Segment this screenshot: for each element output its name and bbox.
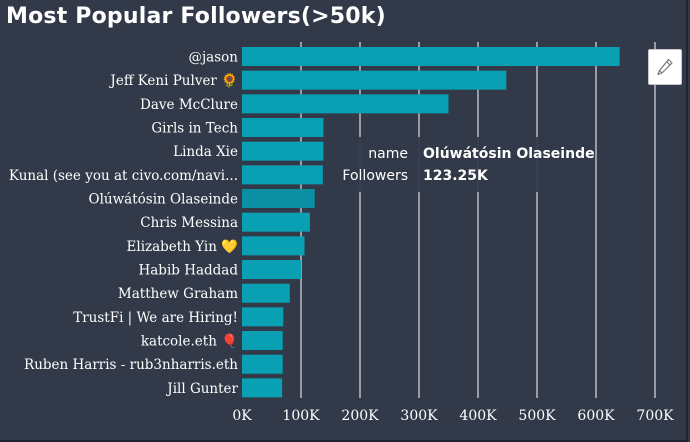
bar[interactable] bbox=[242, 118, 324, 138]
bars bbox=[242, 47, 620, 398]
category-label: katcole.eth 🎈 bbox=[141, 333, 238, 350]
bar[interactable] bbox=[242, 354, 283, 374]
bar[interactable] bbox=[242, 236, 305, 256]
pencil-icon bbox=[657, 58, 673, 76]
category-label: Matthew Graham bbox=[118, 286, 238, 302]
category-label: Elizabeth Yin 💛 bbox=[127, 239, 239, 255]
category-label: TrustFi | We are Hiring! bbox=[73, 310, 238, 326]
chart-title: Most Popular Followers(>50k) bbox=[6, 4, 386, 29]
bar[interactable] bbox=[242, 165, 323, 185]
tooltip: name Olúwátósin Olaseinde Followers 123.… bbox=[328, 137, 595, 192]
category-label: Girls in Tech bbox=[151, 121, 238, 137]
x-tick-label: 100K bbox=[282, 408, 320, 424]
bar[interactable] bbox=[242, 47, 620, 66]
bar[interactable] bbox=[242, 331, 283, 351]
bar[interactable] bbox=[242, 378, 283, 398]
category-label: Chris Messina bbox=[140, 215, 238, 231]
bar[interactable] bbox=[242, 212, 310, 232]
tooltip-name-key: name bbox=[368, 146, 408, 162]
category-label: Jill Gunter bbox=[165, 381, 238, 397]
x-tick-label: 700K bbox=[636, 408, 674, 424]
category-label: Jeff Keni Pulver 🌻 bbox=[108, 72, 238, 89]
bar[interactable] bbox=[242, 307, 284, 327]
x-tick-label: 200K bbox=[341, 408, 379, 424]
category-label: Linda Xie bbox=[173, 144, 238, 160]
bar[interactable] bbox=[242, 141, 324, 161]
x-axis-ticks: 0K 100K 200K 300K 400K 500K 600K 700K bbox=[232, 408, 674, 424]
x-tick-label: 600K bbox=[577, 408, 615, 424]
bar[interactable] bbox=[242, 283, 290, 303]
bar[interactable] bbox=[242, 70, 507, 90]
tooltip-followers-value: 123.25K bbox=[423, 168, 489, 184]
category-label: Olúwátósin Olaseinde bbox=[89, 192, 238, 208]
category-labels: @jason Jeff Keni Pulver 🌻 Dave McClure Girl… bbox=[9, 50, 239, 397]
x-tick-label: 0K bbox=[232, 408, 252, 424]
bar[interactable] bbox=[242, 94, 449, 114]
category-label: Dave McClure bbox=[140, 97, 238, 113]
bar[interactable] bbox=[242, 189, 315, 209]
x-tick-label: 400K bbox=[459, 408, 497, 424]
category-label: Habib Haddad bbox=[138, 263, 238, 279]
x-tick-label: 500K bbox=[518, 408, 556, 424]
bar[interactable] bbox=[242, 260, 301, 280]
tooltip-name-value: Olúwátósin Olaseinde bbox=[423, 146, 595, 162]
category-label: Ruben Harris - rub3nharris.eth bbox=[24, 357, 238, 373]
category-label: @jason bbox=[189, 50, 239, 66]
edit-button[interactable] bbox=[648, 49, 682, 85]
x-tick-label: 300K bbox=[400, 408, 438, 424]
tooltip-bg bbox=[328, 137, 572, 192]
category-label: Kunal (see you at civo.com/navi... bbox=[9, 168, 238, 184]
tooltip-followers-key: Followers bbox=[342, 168, 408, 184]
